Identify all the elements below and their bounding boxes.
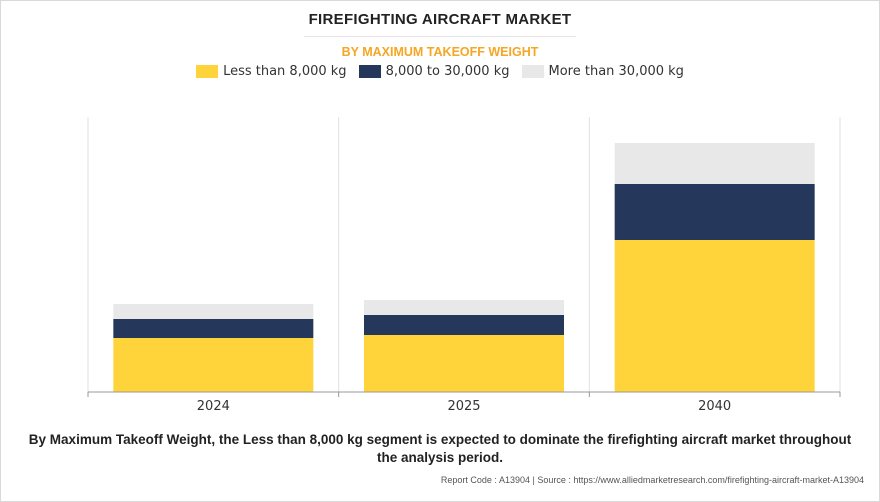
legend-label: 8,000 to 30,000 kg [385,64,510,79]
x-tick-label: 2025 [447,399,480,414]
legend-swatch [521,65,544,78]
bar-chart: 2024 2025 2040 [87,117,841,414]
legend-item-more-than-30000: More than 30,000 kg [521,64,684,79]
bar-2024-series-2 [113,304,314,319]
x-tick-label: 2040 [698,399,731,414]
legend-item-8000-to-30000: 8,000 to 30,000 kg [358,64,510,79]
legend: Less than 8,000 kg 8,000 to 30,000 kg Mo… [0,64,880,79]
legend-item-less-than-8000: Less than 8,000 kg [196,64,347,79]
legend-label: More than 30,000 kg [548,64,684,79]
bar-2025-series-1 [364,315,564,335]
legend-swatch [358,65,381,78]
footer-source: Report Code : A13904 | Source : https://… [441,475,864,485]
bar-2040-series-0 [614,240,815,392]
bar-2025-series-0 [364,335,564,392]
title-divider [304,36,576,37]
chart-caption: By Maximum Takeoff Weight, the Less than… [28,432,852,465]
bar-2024-series-0 [113,338,314,392]
legend-swatch [196,65,219,78]
bar-2040-series-1 [614,184,815,240]
bar-2025-series-2 [364,300,564,315]
report-code: Report Code : A13904 [440,475,530,485]
bar-2024-series-1 [113,319,314,338]
legend-label: Less than 8,000 kg [223,64,347,79]
bar-2040-series-2 [614,143,815,184]
x-tick-label: 2024 [197,399,230,414]
chart-subtitle: BY MAXIMUM TAKEOFF WEIGHT [341,45,539,59]
source-text: Source : https://www.alliedmarketresearc… [537,475,864,485]
chart-title: FIREFIGHTING AIRCRAFT MARKET [308,11,572,28]
footer-separator: | [532,475,535,485]
